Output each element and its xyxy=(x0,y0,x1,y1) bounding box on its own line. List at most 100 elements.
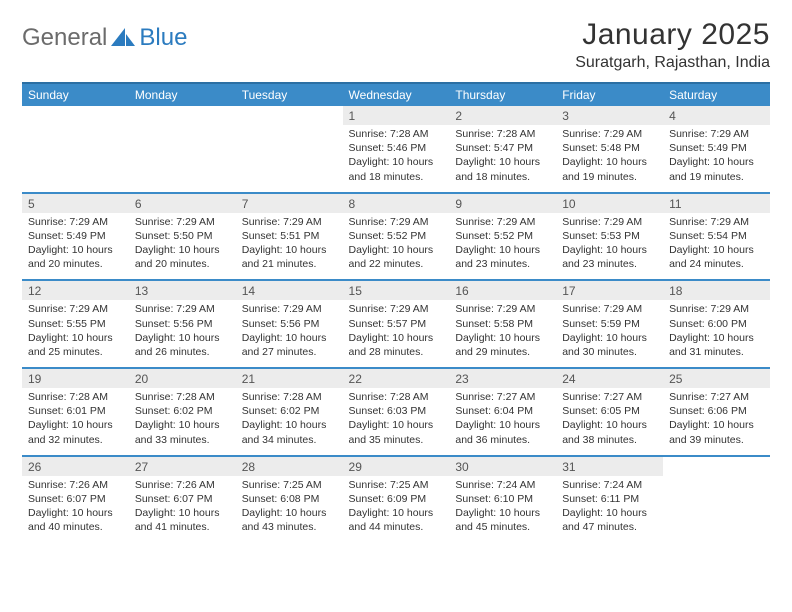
day-number-cell: 20 xyxy=(129,369,236,388)
calendar-table: Sunday Monday Tuesday Wednesday Thursday… xyxy=(22,82,770,542)
location: Suratgarh, Rajasthan, India xyxy=(575,54,770,72)
sunrise-text: Sunrise: 7:28 AM xyxy=(242,390,337,404)
daylight-text: Daylight: 10 hours xyxy=(349,331,444,345)
sunset-text: Sunset: 5:57 PM xyxy=(349,317,444,331)
day-detail-cell: Sunrise: 7:27 AMSunset: 6:04 PMDaylight:… xyxy=(449,388,556,456)
day-detail-cell xyxy=(129,125,236,193)
daylight-text: Daylight: 10 hours xyxy=(349,506,444,520)
sunset-text: Sunset: 6:04 PM xyxy=(455,404,550,418)
day-number-cell: 6 xyxy=(129,194,236,213)
day-number-cell: 21 xyxy=(236,369,343,388)
daylight-text: and 41 minutes. xyxy=(135,520,230,534)
day-detail-cell: Sunrise: 7:29 AMSunset: 5:51 PMDaylight:… xyxy=(236,213,343,281)
sunset-text: Sunset: 5:50 PM xyxy=(135,229,230,243)
daylight-text: Daylight: 10 hours xyxy=(135,418,230,432)
sunrise-text: Sunrise: 7:27 AM xyxy=(669,390,764,404)
daylight-text: and 33 minutes. xyxy=(135,433,230,447)
day-detail-cell: Sunrise: 7:29 AMSunset: 5:52 PMDaylight:… xyxy=(449,213,556,281)
daylight-text: Daylight: 10 hours xyxy=(242,243,337,257)
day-detail-cell: Sunrise: 7:29 AMSunset: 5:48 PMDaylight:… xyxy=(556,125,663,193)
daylight-text: Daylight: 10 hours xyxy=(455,418,550,432)
sunrise-text: Sunrise: 7:29 AM xyxy=(669,215,764,229)
daylight-text: Daylight: 10 hours xyxy=(669,155,764,169)
logo-sail-icon xyxy=(111,28,137,48)
daylight-text: Daylight: 10 hours xyxy=(669,331,764,345)
daylight-text: and 31 minutes. xyxy=(669,345,764,359)
daylight-text: and 27 minutes. xyxy=(242,345,337,359)
daynum-row: 567891011 xyxy=(22,194,770,213)
daylight-text: and 36 minutes. xyxy=(455,433,550,447)
day-number-cell xyxy=(129,106,236,125)
detail-row: Sunrise: 7:29 AMSunset: 5:55 PMDaylight:… xyxy=(22,300,770,368)
sunrise-text: Sunrise: 7:29 AM xyxy=(562,215,657,229)
day-number-cell: 11 xyxy=(663,194,770,213)
day-detail-cell: Sunrise: 7:27 AMSunset: 6:06 PMDaylight:… xyxy=(663,388,770,456)
sunset-text: Sunset: 5:48 PM xyxy=(562,141,657,155)
daylight-text: Daylight: 10 hours xyxy=(669,243,764,257)
daylight-text: Daylight: 10 hours xyxy=(562,243,657,257)
sunrise-text: Sunrise: 7:29 AM xyxy=(669,127,764,141)
sunrise-text: Sunrise: 7:29 AM xyxy=(562,127,657,141)
daylight-text: and 38 minutes. xyxy=(562,433,657,447)
sunset-text: Sunset: 6:00 PM xyxy=(669,317,764,331)
title-block: January 2025 Suratgarh, Rajasthan, India xyxy=(575,18,770,72)
day-number-cell: 9 xyxy=(449,194,556,213)
sunrise-text: Sunrise: 7:29 AM xyxy=(242,215,337,229)
day-number-cell: 15 xyxy=(343,281,450,300)
daylight-text: Daylight: 10 hours xyxy=(28,506,123,520)
day-number-cell xyxy=(22,106,129,125)
day-number-cell: 14 xyxy=(236,281,343,300)
detail-row: Sunrise: 7:28 AMSunset: 6:01 PMDaylight:… xyxy=(22,388,770,456)
day-number-cell: 5 xyxy=(22,194,129,213)
daylight-text: Daylight: 10 hours xyxy=(349,155,444,169)
day-detail-cell: Sunrise: 7:29 AMSunset: 5:56 PMDaylight:… xyxy=(129,300,236,368)
daylight-text: and 18 minutes. xyxy=(455,170,550,184)
sunset-text: Sunset: 6:10 PM xyxy=(455,492,550,506)
day-detail-cell: Sunrise: 7:28 AMSunset: 6:02 PMDaylight:… xyxy=(129,388,236,456)
daylight-text: and 34 minutes. xyxy=(242,433,337,447)
logo: General Blue xyxy=(22,18,187,52)
day-detail-cell: Sunrise: 7:28 AMSunset: 6:02 PMDaylight:… xyxy=(236,388,343,456)
daylight-text: Daylight: 10 hours xyxy=(242,418,337,432)
daylight-text: and 47 minutes. xyxy=(562,520,657,534)
sunset-text: Sunset: 5:53 PM xyxy=(562,229,657,243)
day-number-cell: 24 xyxy=(556,369,663,388)
sunset-text: Sunset: 6:11 PM xyxy=(562,492,657,506)
header: General Blue January 2025 Suratgarh, Raj… xyxy=(22,18,770,72)
sunset-text: Sunset: 5:49 PM xyxy=(28,229,123,243)
daylight-text: and 29 minutes. xyxy=(455,345,550,359)
day-detail-cell: Sunrise: 7:29 AMSunset: 5:58 PMDaylight:… xyxy=(449,300,556,368)
sunset-text: Sunset: 5:47 PM xyxy=(455,141,550,155)
day-number-cell: 30 xyxy=(449,457,556,476)
daylight-text: and 22 minutes. xyxy=(349,257,444,271)
day-header-row: Sunday Monday Tuesday Wednesday Thursday… xyxy=(22,83,770,106)
daylight-text: Daylight: 10 hours xyxy=(455,243,550,257)
day-number-cell: 4 xyxy=(663,106,770,125)
daylight-text: and 30 minutes. xyxy=(562,345,657,359)
sunset-text: Sunset: 6:03 PM xyxy=(349,404,444,418)
day-number-cell: 25 xyxy=(663,369,770,388)
daynum-row: 1234 xyxy=(22,106,770,125)
daylight-text: Daylight: 10 hours xyxy=(135,506,230,520)
daynum-row: 262728293031 xyxy=(22,457,770,476)
day-detail-cell: Sunrise: 7:29 AMSunset: 5:52 PMDaylight:… xyxy=(343,213,450,281)
daylight-text: and 28 minutes. xyxy=(349,345,444,359)
daylight-text: Daylight: 10 hours xyxy=(349,243,444,257)
sunrise-text: Sunrise: 7:25 AM xyxy=(242,478,337,492)
sunrise-text: Sunrise: 7:29 AM xyxy=(349,302,444,316)
sunset-text: Sunset: 6:06 PM xyxy=(669,404,764,418)
sunrise-text: Sunrise: 7:25 AM xyxy=(349,478,444,492)
sunrise-text: Sunrise: 7:28 AM xyxy=(28,390,123,404)
sunrise-text: Sunrise: 7:26 AM xyxy=(135,478,230,492)
month-title: January 2025 xyxy=(575,18,770,52)
detail-row: Sunrise: 7:28 AMSunset: 5:46 PMDaylight:… xyxy=(22,125,770,193)
day-number-cell: 28 xyxy=(236,457,343,476)
day-detail-cell: Sunrise: 7:28 AMSunset: 6:01 PMDaylight:… xyxy=(22,388,129,456)
daylight-text: Daylight: 10 hours xyxy=(242,331,337,345)
day-detail-cell: Sunrise: 7:24 AMSunset: 6:10 PMDaylight:… xyxy=(449,476,556,543)
sunrise-text: Sunrise: 7:24 AM xyxy=(562,478,657,492)
daylight-text: Daylight: 10 hours xyxy=(28,243,123,257)
sunrise-text: Sunrise: 7:29 AM xyxy=(455,302,550,316)
sunset-text: Sunset: 5:58 PM xyxy=(455,317,550,331)
logo-word1: General xyxy=(22,24,107,52)
